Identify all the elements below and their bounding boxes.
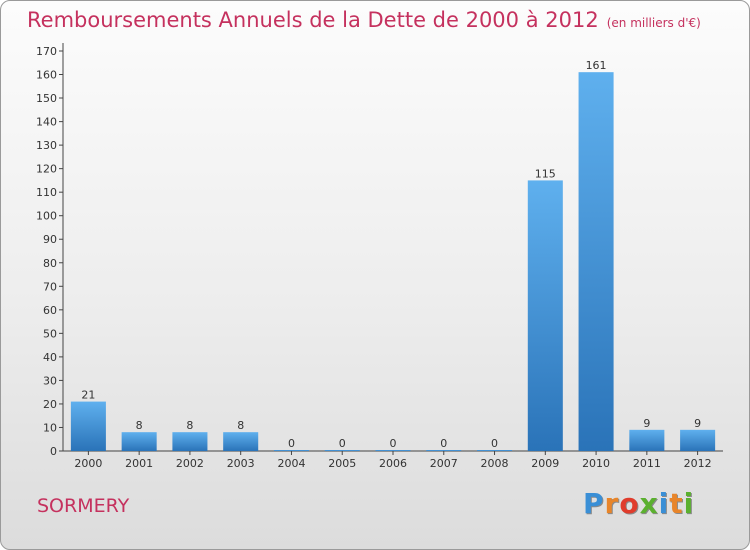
y-tick-label: 70	[43, 280, 57, 293]
chart-subtitle: (en milliers d'€)	[606, 16, 701, 30]
chart-title: Remboursements Annuels de la Dette de 20…	[27, 8, 701, 32]
y-tick-label: 40	[43, 351, 57, 364]
x-tick-label-2003: 2003	[227, 457, 255, 470]
y-tick-label: 170	[36, 45, 57, 58]
x-tick-label-2006: 2006	[379, 457, 407, 470]
value-label-2008: 0	[491, 437, 498, 450]
y-tick-label: 30	[43, 374, 57, 387]
y-tick-label: 100	[36, 210, 57, 223]
x-tick-label-2012: 2012	[684, 457, 712, 470]
value-label-2005: 0	[339, 437, 346, 450]
bar-2010	[578, 72, 614, 452]
y-tick-label: 60	[43, 304, 57, 317]
y-tick-label: 50	[43, 327, 57, 340]
value-label-2007: 0	[440, 437, 447, 450]
bar-2003	[223, 432, 259, 451]
bar-2001	[121, 432, 157, 451]
logo-letter: P	[583, 487, 605, 520]
y-tick-label: 90	[43, 233, 57, 246]
bar-chart: 0102030405060708090100110120130140150160…	[36, 43, 723, 470]
y-tick-label: 150	[36, 92, 57, 105]
value-label-2000: 21	[81, 389, 95, 402]
x-tick-label-2010: 2010	[582, 457, 610, 470]
x-tick-label-2011: 2011	[633, 457, 661, 470]
bar-2005	[324, 450, 360, 451]
x-tick-label-2009: 2009	[531, 457, 559, 470]
value-label-2009: 115	[535, 167, 556, 180]
value-label-2011: 9	[643, 417, 650, 430]
bar-2006	[375, 450, 411, 451]
logo-letter: r	[604, 487, 620, 520]
value-label-2002: 8	[186, 419, 193, 432]
y-tick-label: 140	[36, 116, 57, 129]
x-tick-label-2008: 2008	[481, 457, 509, 470]
bar-2008	[477, 450, 513, 451]
bar-2004	[273, 450, 309, 451]
x-tick-label-2002: 2002	[176, 457, 204, 470]
bar-2002	[172, 432, 208, 451]
y-tick-label: 10	[43, 421, 57, 434]
value-label-2003: 8	[237, 419, 244, 432]
y-tick-label: 80	[43, 257, 57, 270]
bar-2000	[70, 401, 106, 451]
x-tick-label-2001: 2001	[125, 457, 153, 470]
value-label-2010: 161	[586, 59, 607, 72]
y-tick-label: 120	[36, 163, 57, 176]
logo-letter: o	[619, 487, 640, 520]
logo-letter: i	[658, 487, 670, 520]
bar-2009	[527, 180, 563, 452]
value-label-2004: 0	[288, 437, 295, 450]
proxiti-logo: Proxiti	[583, 487, 694, 520]
y-tick-label: 0	[50, 445, 57, 458]
value-label-2006: 0	[390, 437, 397, 450]
bar-2012	[680, 429, 716, 451]
place-name: SORMERY	[37, 495, 130, 517]
y-tick-label: 160	[36, 69, 57, 82]
bar-2011	[629, 429, 665, 451]
x-tick-label-2000: 2000	[74, 457, 102, 470]
chart-title-text: Remboursements Annuels de la Dette de 20…	[27, 8, 599, 32]
value-label-2001: 8	[136, 419, 143, 432]
y-tick-label: 20	[43, 398, 57, 411]
logo-letter: i	[683, 487, 695, 520]
value-label-2012: 9	[694, 417, 701, 430]
logo-letter: x	[639, 487, 659, 520]
x-tick-label-2005: 2005	[328, 457, 356, 470]
y-tick-label: 130	[36, 139, 57, 152]
bar-2007	[426, 450, 462, 451]
logo-letter: t	[669, 487, 684, 520]
x-tick-label-2007: 2007	[430, 457, 458, 470]
y-tick-label: 110	[36, 186, 57, 199]
x-tick-label-2004: 2004	[277, 457, 305, 470]
